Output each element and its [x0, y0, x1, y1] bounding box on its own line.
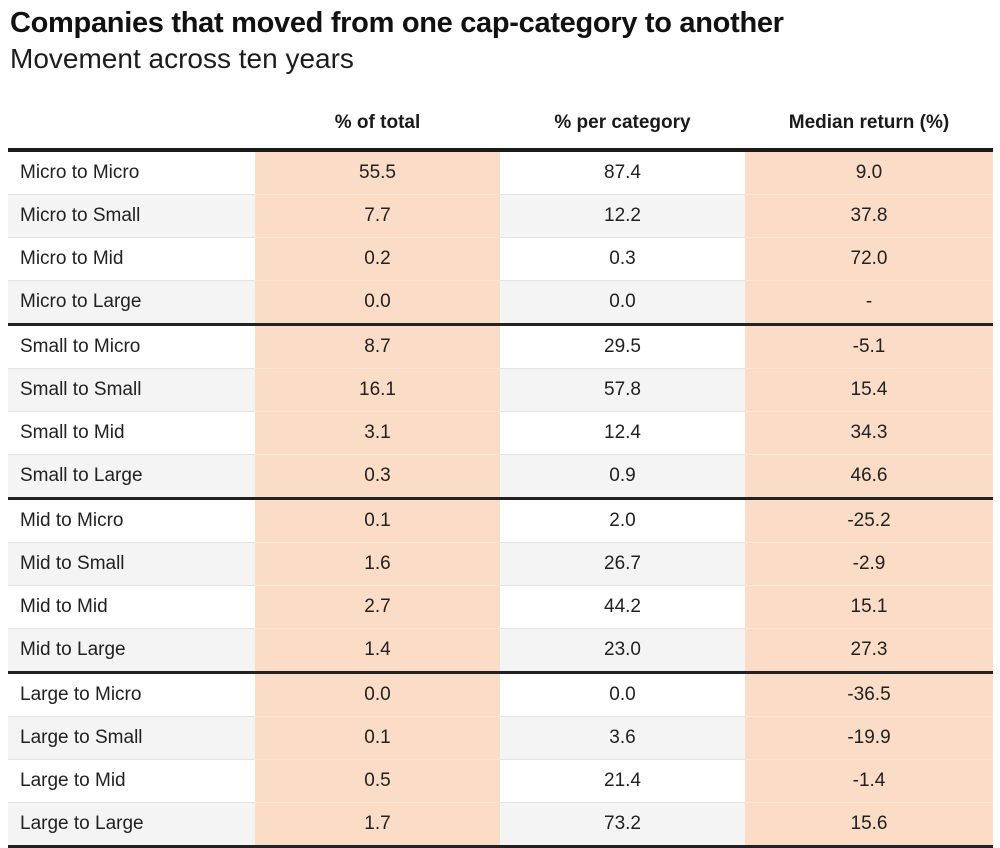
row-label: Large to Micro: [8, 671, 255, 718]
row-label: Large to Small: [8, 716, 255, 761]
cell-median-return: 15.1: [745, 585, 993, 630]
cell-pct-of-total: 2.7: [255, 585, 500, 630]
table-row: Micro to Large 0.0 0.0-: [8, 280, 993, 326]
cell-pct-of-total: 0.2: [255, 237, 500, 282]
row-label: Small to Micro: [8, 323, 255, 370]
cell-pct-of-total: 1.4: [255, 628, 500, 674]
table-row: Small to Large 0.3 0.9 46.6: [8, 454, 993, 500]
cell-pct-of-total: 8.7: [255, 323, 500, 370]
cell-pct-per-category: 23.0: [500, 628, 745, 674]
cell-pct-per-category: 12.2: [500, 194, 745, 239]
table-row: Micro to Small 7.7 12.2 37.8: [8, 194, 993, 239]
cell-pct-per-category: 73.2: [500, 802, 745, 848]
row-label: Mid to Micro: [8, 497, 255, 544]
row-label: Micro to Small: [8, 194, 255, 239]
cell-pct-of-total: 3.1: [255, 411, 500, 456]
cell-pct-of-total: 7.7: [255, 194, 500, 239]
table-header: % of total % per category Median return …: [8, 112, 993, 153]
cell-pct-per-category: 87.4: [500, 150, 745, 196]
row-label: Micro to Micro: [8, 150, 255, 196]
table-row: Mid to Mid 2.7 44.2 15.1: [8, 585, 993, 630]
cell-pct-per-category: 3.6: [500, 716, 745, 761]
cell-median-return: 15.4: [745, 368, 993, 413]
cell-pct-per-category: 57.8: [500, 368, 745, 413]
cell-pct-per-category: 26.7: [500, 542, 745, 587]
cell-pct-of-total: 0.3: [255, 454, 500, 500]
cell-median-return: -36.5: [745, 671, 993, 718]
row-label: Small to Large: [8, 454, 255, 500]
cell-pct-per-category: 0.9: [500, 454, 745, 500]
table-body: Micro to Micro 55.5 87.4 9.0 Micro to Small 7…: [8, 150, 993, 848]
cell-pct-per-category: 0.0: [500, 671, 745, 718]
col-header-median-return: Median return (%): [745, 112, 993, 153]
row-label: Mid to Mid: [8, 585, 255, 630]
col-header-pct-of-total: % of total: [255, 112, 500, 153]
chart-title: Companies that moved from one cap-catego…: [10, 7, 784, 39]
row-label: Small to Mid: [8, 411, 255, 456]
cell-pct-of-total: 1.6: [255, 542, 500, 587]
row-label: Large to Mid: [8, 759, 255, 804]
cell-median-return: 37.8: [745, 194, 993, 239]
cell-median-return: 72.0: [745, 237, 993, 282]
table-row: Large to Mid 0.5 21.4 -1.4: [8, 759, 993, 804]
cell-pct-of-total: 55.5: [255, 150, 500, 196]
cell-median-return: 34.3: [745, 411, 993, 456]
cell-pct-of-total: 0.1: [255, 497, 500, 544]
cell-pct-per-category: 12.4: [500, 411, 745, 456]
cell-pct-of-total: 1.7: [255, 802, 500, 848]
table-row: Large to Small 0.1 3.6 -19.9: [8, 716, 993, 761]
col-header-row-labels: [8, 112, 255, 153]
cell-median-return: -19.9: [745, 716, 993, 761]
cell-median-return: 15.6: [745, 802, 993, 848]
cell-median-return: -5.1: [745, 323, 993, 370]
cell-pct-per-category: 0.3: [500, 237, 745, 282]
table-row: Large to Large 1.7 73.2 15.6: [8, 802, 993, 848]
cell-pct-per-category: 29.5: [500, 323, 745, 370]
table-row: Mid to Small 1.6 26.7 -2.9: [8, 542, 993, 587]
cell-pct-per-category: 44.2: [500, 585, 745, 630]
table-row: Micro to Micro 55.5 87.4 9.0: [8, 150, 993, 196]
row-label: Micro to Large: [8, 280, 255, 326]
row-label: Micro to Mid: [8, 237, 255, 282]
row-label: Small to Small: [8, 368, 255, 413]
table-row: Small to Mid 3.1 12.4 34.3: [8, 411, 993, 456]
table-row: Small to Micro 8.7 29.5 -5.1: [8, 323, 993, 370]
cell-pct-of-total: 0.0: [255, 280, 500, 326]
cell-median-return: 27.3: [745, 628, 993, 674]
row-label: Mid to Small: [8, 542, 255, 587]
col-header-pct-per-category: % per category: [500, 112, 745, 153]
table-row: Mid to Large 1.4 23.0 27.3: [8, 628, 993, 674]
cell-median-return: -25.2: [745, 497, 993, 544]
table-row: Large to Micro 0.0 0.0 -36.5: [8, 671, 993, 718]
cell-pct-of-total: 0.0: [255, 671, 500, 718]
row-label: Mid to Large: [8, 628, 255, 674]
cell-median-return: 9.0: [745, 150, 993, 196]
cap-movement-table: % of total % per category Median return …: [8, 112, 993, 848]
table-row: Mid to Micro 0.1 2.0 -25.2: [8, 497, 993, 544]
cell-median-return: -1.4: [745, 759, 993, 804]
cell-median-return: -: [745, 280, 993, 326]
cell-median-return: 46.6: [745, 454, 993, 500]
table-row: Small to Small 16.1 57.8 15.4: [8, 368, 993, 413]
row-label: Large to Large: [8, 802, 255, 848]
cell-pct-of-total: 0.1: [255, 716, 500, 761]
cell-median-return: -2.9: [745, 542, 993, 587]
chart-subtitle: Movement across ten years: [10, 43, 354, 75]
cell-pct-of-total: 16.1: [255, 368, 500, 413]
cell-pct-per-category: 0.0: [500, 280, 745, 326]
table-row: Micro to Mid 0.2 0.3 72.0: [8, 237, 993, 282]
header-row: % of total % per category Median return …: [8, 112, 993, 153]
cell-pct-of-total: 0.5: [255, 759, 500, 804]
cell-pct-per-category: 21.4: [500, 759, 745, 804]
cell-pct-per-category: 2.0: [500, 497, 745, 544]
